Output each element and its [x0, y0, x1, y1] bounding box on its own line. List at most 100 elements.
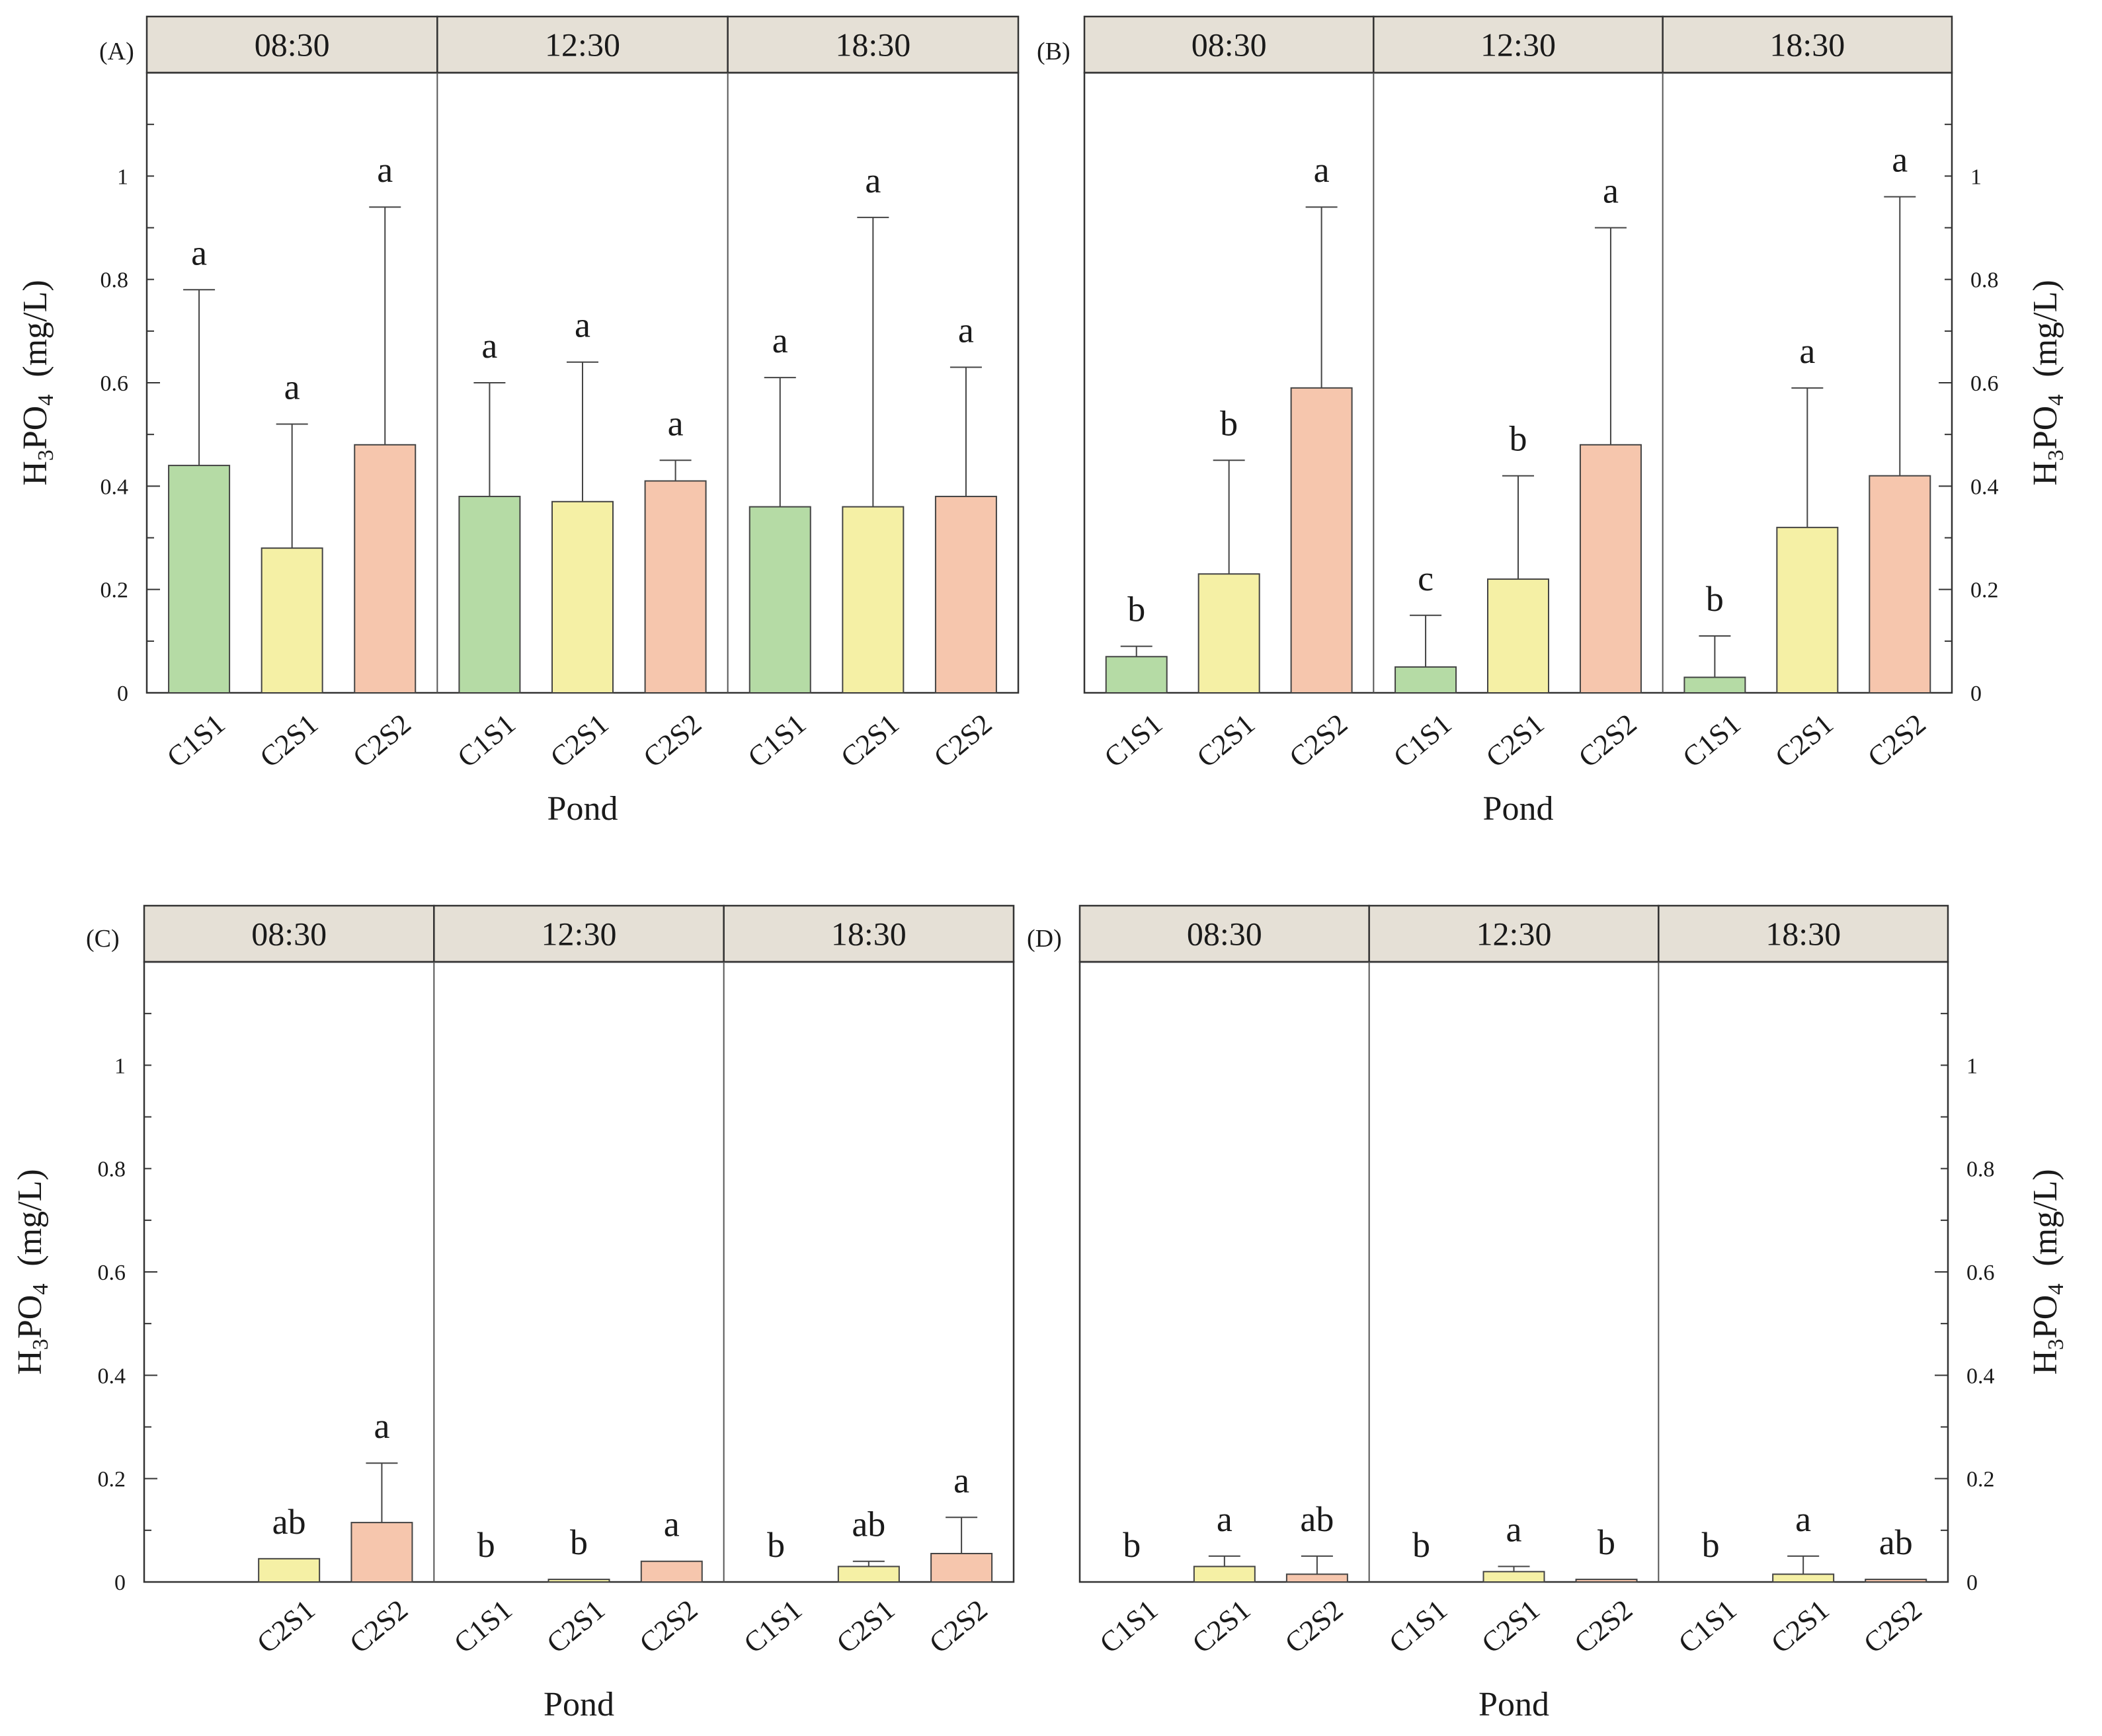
y-axis-title: H3PO4 (mg/L) — [17, 280, 58, 485]
category-label: C1S1 — [1094, 1593, 1164, 1659]
category-label: C1S1 — [161, 707, 231, 773]
bar — [930, 1553, 993, 1583]
significance-label: b — [1412, 1525, 1430, 1565]
category-label: C1S1 — [1383, 1593, 1453, 1659]
x-axis-title: Pond — [544, 1686, 614, 1723]
significance-label: a — [668, 403, 684, 443]
category-label: C1S1 — [1098, 707, 1168, 773]
significance-label: ab — [1300, 1499, 1334, 1539]
bar — [1772, 1573, 1835, 1583]
facet-strip-label: 08:30 — [251, 916, 327, 953]
category-label: C2S2 — [1279, 1593, 1349, 1659]
bar — [1482, 1571, 1545, 1583]
y-tick-label: 0.2 — [98, 1468, 126, 1492]
significance-label: a — [377, 150, 393, 190]
category-label: C2S1 — [830, 1593, 901, 1659]
significance-label: a — [865, 161, 881, 200]
category-label: C2S2 — [1572, 707, 1642, 773]
significance-label: ab — [272, 1502, 306, 1542]
facet-strip — [1078, 904, 1370, 963]
plot-frame — [143, 961, 1015, 1583]
category-label: C2S1 — [1769, 707, 1839, 773]
facet-strip-label: 12:30 — [542, 916, 617, 953]
category-label: C2S1 — [544, 707, 614, 773]
facet-strip-label: 08:30 — [1192, 26, 1267, 63]
significance-label: a — [1314, 150, 1330, 190]
significance-label: b — [1706, 579, 1724, 619]
y-tick-label: 0.4 — [1966, 1364, 1995, 1388]
y-tick-label: 1 — [1970, 165, 1982, 189]
bar — [837, 1565, 900, 1583]
facet-strip — [1373, 15, 1664, 74]
facet-strip — [1658, 904, 1949, 963]
y-axis-title: H3PO4 (mg/L) — [2027, 280, 2068, 485]
significance-label: a — [575, 305, 590, 345]
category-label: C2S2 — [1283, 707, 1354, 773]
y-tick-label: 0 — [1970, 682, 1982, 706]
y-tick-label: 0.2 — [1970, 578, 1999, 603]
category-label: C2S2 — [923, 1593, 993, 1659]
panel-label: (C) — [86, 925, 120, 953]
category-label: C2S1 — [251, 1593, 321, 1659]
y-tick-label: 0 — [114, 1571, 126, 1595]
facet-strip — [145, 15, 438, 74]
y-tick-label: 0.8 — [1970, 268, 1999, 293]
panel-label: (A) — [99, 38, 134, 65]
bar — [1776, 526, 1839, 693]
category-label: C2S1 — [1191, 707, 1261, 773]
bar — [551, 500, 614, 693]
facet-strip-label: 12:30 — [545, 26, 620, 63]
significance-label: c — [1418, 559, 1434, 598]
bar — [168, 465, 231, 693]
significance-label: ab — [1879, 1522, 1913, 1562]
significance-label: a — [1506, 1510, 1522, 1550]
bar — [354, 444, 417, 693]
bar — [1395, 666, 1457, 694]
bar — [1197, 573, 1260, 694]
significance-label: a — [664, 1505, 680, 1544]
panel-0: (A) 08:30 12:30 18:30 0 0.2 0.4 0.6 0.8 1 H3PO4 (m… — [17, 15, 1020, 828]
significance-label: a — [191, 233, 207, 272]
category-label: C1S1 — [451, 707, 521, 773]
significance-label: b — [1220, 403, 1238, 443]
significance-label: b — [1702, 1525, 1720, 1565]
x-axis-title: Pond — [1483, 790, 1554, 828]
panel-1: (B) 08:30 12:30 18:30 0 0.2 0.4 0.6 0.8 1 H3PO4 (m… — [1037, 15, 2068, 828]
bar — [640, 1560, 703, 1583]
category-label: C1S1 — [1672, 1593, 1742, 1659]
category-label: C2S2 — [1568, 1593, 1638, 1659]
panel-3: (D) 08:30 12:30 18:30 0 0.2 0.4 0.6 0.8 1 H3PO4 (m… — [1027, 904, 2068, 1723]
significance-label: a — [1795, 1499, 1811, 1539]
y-tick-label: 0.4 — [1970, 475, 1999, 499]
facet-strip-label: 08:30 — [1187, 916, 1262, 953]
panel-label: (D) — [1027, 925, 1062, 953]
bar — [261, 547, 323, 694]
significance-label: a — [1892, 140, 1908, 180]
y-tick-label: 1 — [1966, 1054, 1978, 1078]
bar — [1285, 1573, 1348, 1583]
bar — [1105, 656, 1168, 693]
significance-label: b — [1597, 1522, 1615, 1562]
facet-strip-label: 12:30 — [1476, 916, 1552, 953]
significance-label: a — [958, 311, 974, 350]
y-tick-label: 0.6 — [1966, 1261, 1995, 1285]
facet-strip-label: 18:30 — [831, 916, 907, 953]
facet-strip-label: 18:30 — [1769, 26, 1845, 63]
category-label: C2S2 — [343, 1593, 413, 1659]
bar — [1579, 444, 1642, 693]
bar — [1869, 475, 1931, 693]
y-axis-title: H3PO4 (mg/L) — [2027, 1169, 2068, 1374]
category-label: C1S1 — [448, 1593, 518, 1659]
significance-label: a — [374, 1406, 389, 1446]
category-label: C2S1 — [1475, 1593, 1545, 1659]
panel-2: (C) 08:30 12:30 18:30 0 0.2 0.4 0.6 0.8 1 H3PO4 (m… — [11, 904, 1015, 1723]
category-label: C2S1 — [1186, 1593, 1256, 1659]
significance-label: a — [772, 321, 788, 360]
bar — [1290, 387, 1353, 693]
significance-label: b — [477, 1525, 495, 1565]
y-tick-label: 0.8 — [101, 268, 129, 293]
y-tick-label: 1 — [114, 1054, 126, 1078]
bar — [934, 495, 997, 693]
facet-strip — [1083, 15, 1375, 74]
